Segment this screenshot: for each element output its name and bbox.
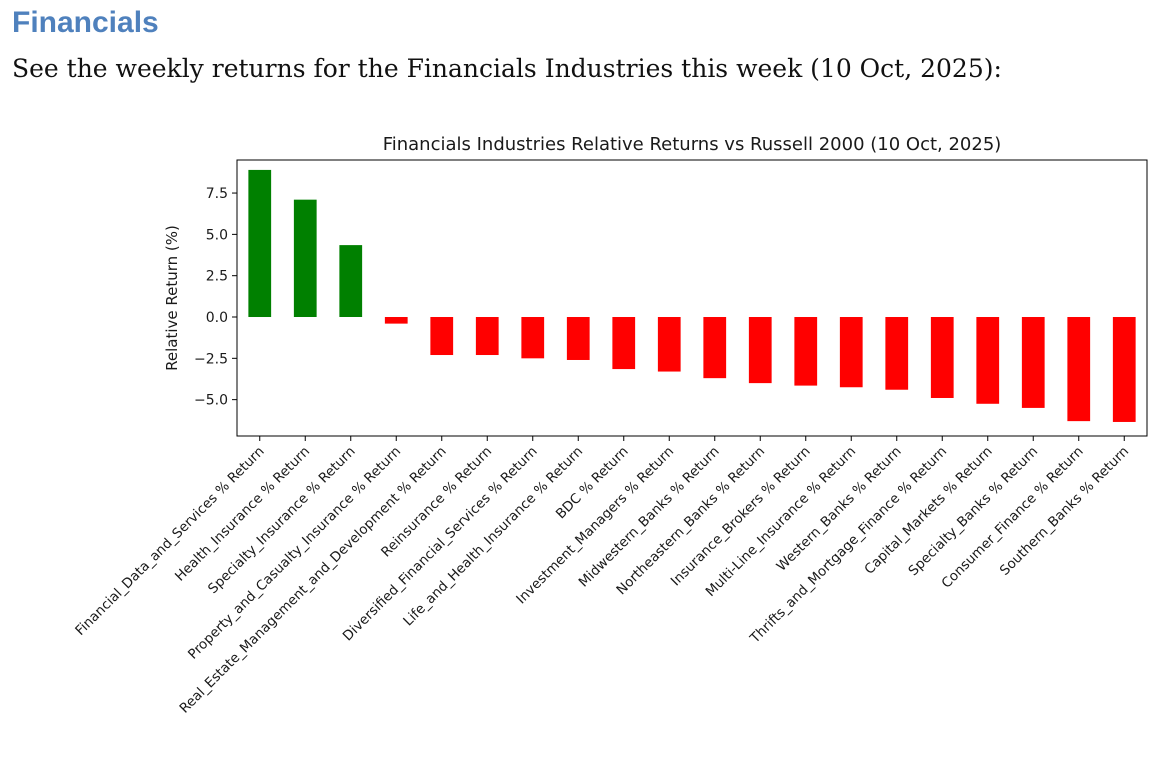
bar bbox=[339, 245, 363, 317]
bar bbox=[1021, 317, 1045, 408]
bar bbox=[976, 317, 1000, 404]
plot-frame bbox=[236, 159, 1148, 437]
bar bbox=[657, 317, 681, 372]
bar bbox=[703, 317, 727, 379]
bar bbox=[930, 317, 954, 398]
bar bbox=[1067, 317, 1091, 422]
chart-title: Financials Industries Relative Returns v… bbox=[383, 134, 1002, 155]
y-tick-label: 5.0 bbox=[206, 227, 228, 243]
y-tick-label: 2.5 bbox=[206, 269, 228, 285]
bar bbox=[384, 317, 408, 324]
bar bbox=[794, 317, 818, 386]
y-tick-label: −5.0 bbox=[194, 393, 228, 409]
bar bbox=[839, 317, 863, 388]
x-tick-label: Property_and_Casualty_Insurance % Return bbox=[185, 444, 404, 663]
bar bbox=[475, 317, 499, 356]
y-tick-label: 7.5 bbox=[206, 186, 228, 202]
bar bbox=[248, 169, 272, 318]
y-axis: −5.0 −2.5 0.0 2.5 5.0 7.5 bbox=[194, 186, 237, 409]
y-tick-label: −2.5 bbox=[194, 351, 228, 367]
bar bbox=[566, 317, 590, 360]
intro-text: See the weekly returns for the Financial… bbox=[12, 54, 1002, 83]
section-title: Financials bbox=[12, 6, 159, 39]
y-axis-label: Relative Return (%) bbox=[163, 225, 181, 371]
x-axis: Financial_Data_and_Services % ReturnHeal… bbox=[72, 436, 1132, 717]
bar bbox=[885, 317, 909, 390]
bar bbox=[430, 317, 454, 356]
y-tick-label: 0.0 bbox=[206, 310, 228, 326]
bars-group bbox=[248, 169, 1136, 422]
bar bbox=[293, 199, 317, 317]
bar bbox=[748, 317, 772, 384]
bar bbox=[1112, 317, 1136, 422]
bar bbox=[521, 317, 545, 359]
bar bbox=[612, 317, 636, 370]
relative-returns-bar-chart: Financials Industries Relative Returns v… bbox=[72, 134, 1148, 717]
